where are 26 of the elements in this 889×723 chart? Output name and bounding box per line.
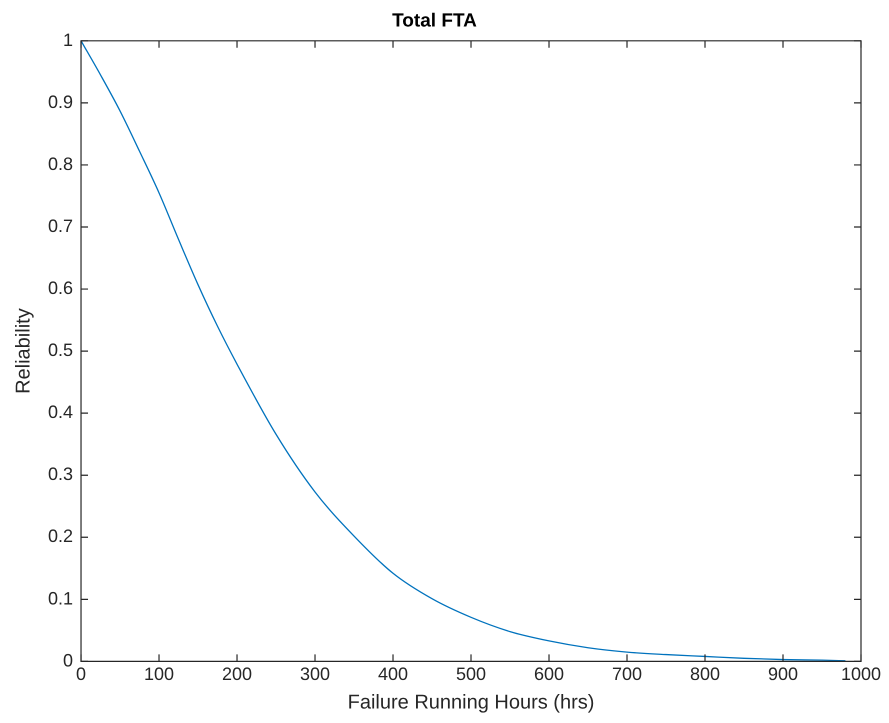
x-tick-label: 1000 — [840, 664, 882, 684]
x-tick-label: 300 — [300, 664, 330, 684]
y-tick-label: 1 — [63, 30, 74, 50]
y-tick-label: 0.2 — [48, 526, 74, 546]
y-tick-label: 0 — [63, 650, 74, 670]
x-axis-title: Failure Running Hours (hrs) — [348, 692, 594, 714]
chart-title: Total FTA — [392, 10, 478, 32]
x-tick-label: 600 — [534, 664, 564, 684]
line-series — [81, 40, 846, 662]
x-tick-label: 400 — [378, 664, 408, 684]
x-tick-label: 900 — [768, 664, 798, 684]
y-tick-label: 0.5 — [48, 340, 74, 360]
y-tick-label: 0.8 — [48, 154, 74, 174]
x-tick-label: 200 — [222, 664, 252, 684]
x-tick-label: 800 — [690, 664, 720, 684]
y-tick-label: 0.3 — [48, 464, 74, 484]
y-tick-label: 0.7 — [48, 216, 74, 236]
x-tick-label: 500 — [456, 664, 486, 684]
y-tick-label: 0.6 — [48, 278, 74, 298]
y-tick-label: 0.4 — [48, 402, 74, 422]
x-tick-label: 0 — [76, 664, 86, 684]
y-tick-label: 0.1 — [48, 588, 74, 608]
x-tick-label: 100 — [144, 664, 174, 684]
x-tick-label: 700 — [612, 664, 642, 684]
y-axis-title: Reliability — [12, 308, 35, 394]
y-tick-label: 0.9 — [48, 92, 74, 112]
